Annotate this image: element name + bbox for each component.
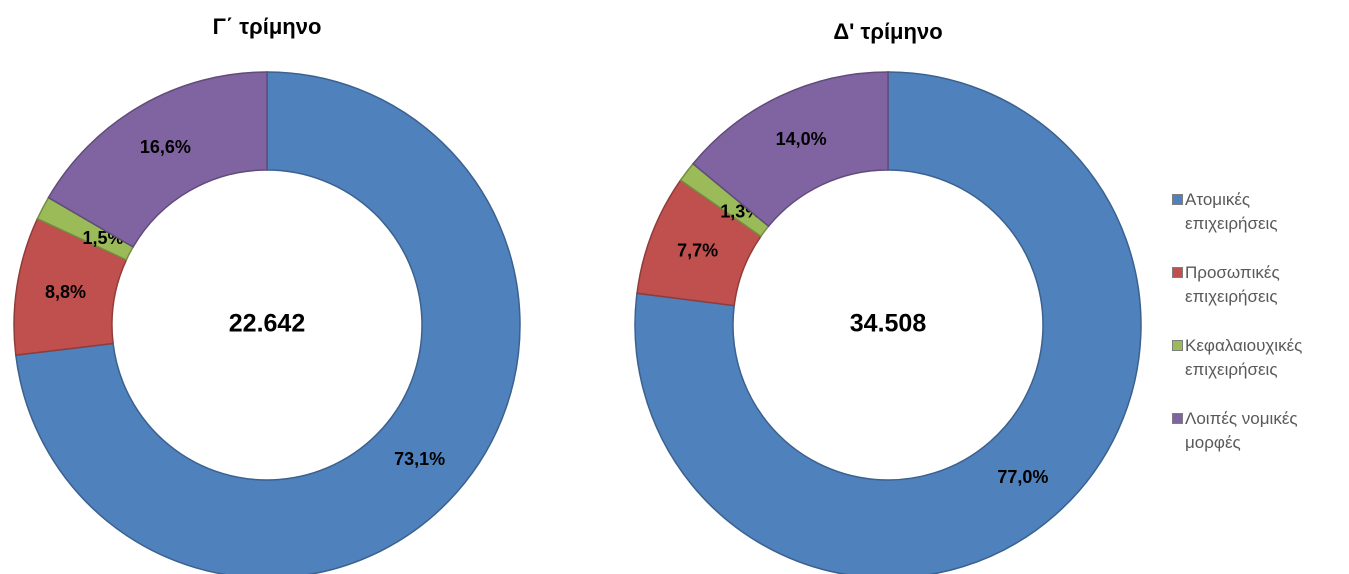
chart-title: Δ' τρίμηνο [833, 19, 942, 44]
legend-item: Προσωπικές επιχειρήσεις [1172, 261, 1342, 309]
legend-label: Ατομικές επιχειρήσεις [1185, 190, 1278, 233]
data-label: 73,1% [394, 449, 445, 469]
donut-segment [14, 71, 521, 574]
legend-item: Λοιπές νομικές μορφές [1172, 407, 1342, 455]
data-label: 14,0% [776, 129, 827, 149]
data-label: 8,8% [45, 282, 86, 302]
legend-item: Κεφαλαιουχικές επιχειρήσεις [1172, 334, 1342, 382]
legend-swatch [1172, 340, 1183, 351]
data-label: 16,6% [140, 137, 191, 157]
legend-label: Λοιπές νομικές μορφές [1185, 409, 1298, 452]
legend-swatch [1172, 413, 1183, 424]
legend-swatch [1172, 267, 1183, 278]
donut-segment [47, 71, 268, 248]
donut-segment [634, 71, 1142, 574]
center-label: 22.642 [229, 310, 305, 338]
chart-title: Γ΄ τρίμηνο [213, 14, 322, 39]
data-label: 77,0% [997, 467, 1048, 487]
data-label: 7,7% [677, 240, 718, 260]
legend-label: Κεφαλαιουχικές επιχειρήσεις [1185, 336, 1303, 379]
legend-item: Ατομικές επιχειρήσεις [1172, 188, 1342, 236]
legend-label: Προσωπικές επιχειρήσεις [1185, 263, 1280, 306]
donut-segment [692, 71, 889, 228]
center-label: 34.508 [850, 310, 927, 338]
legend-swatch [1172, 194, 1183, 205]
